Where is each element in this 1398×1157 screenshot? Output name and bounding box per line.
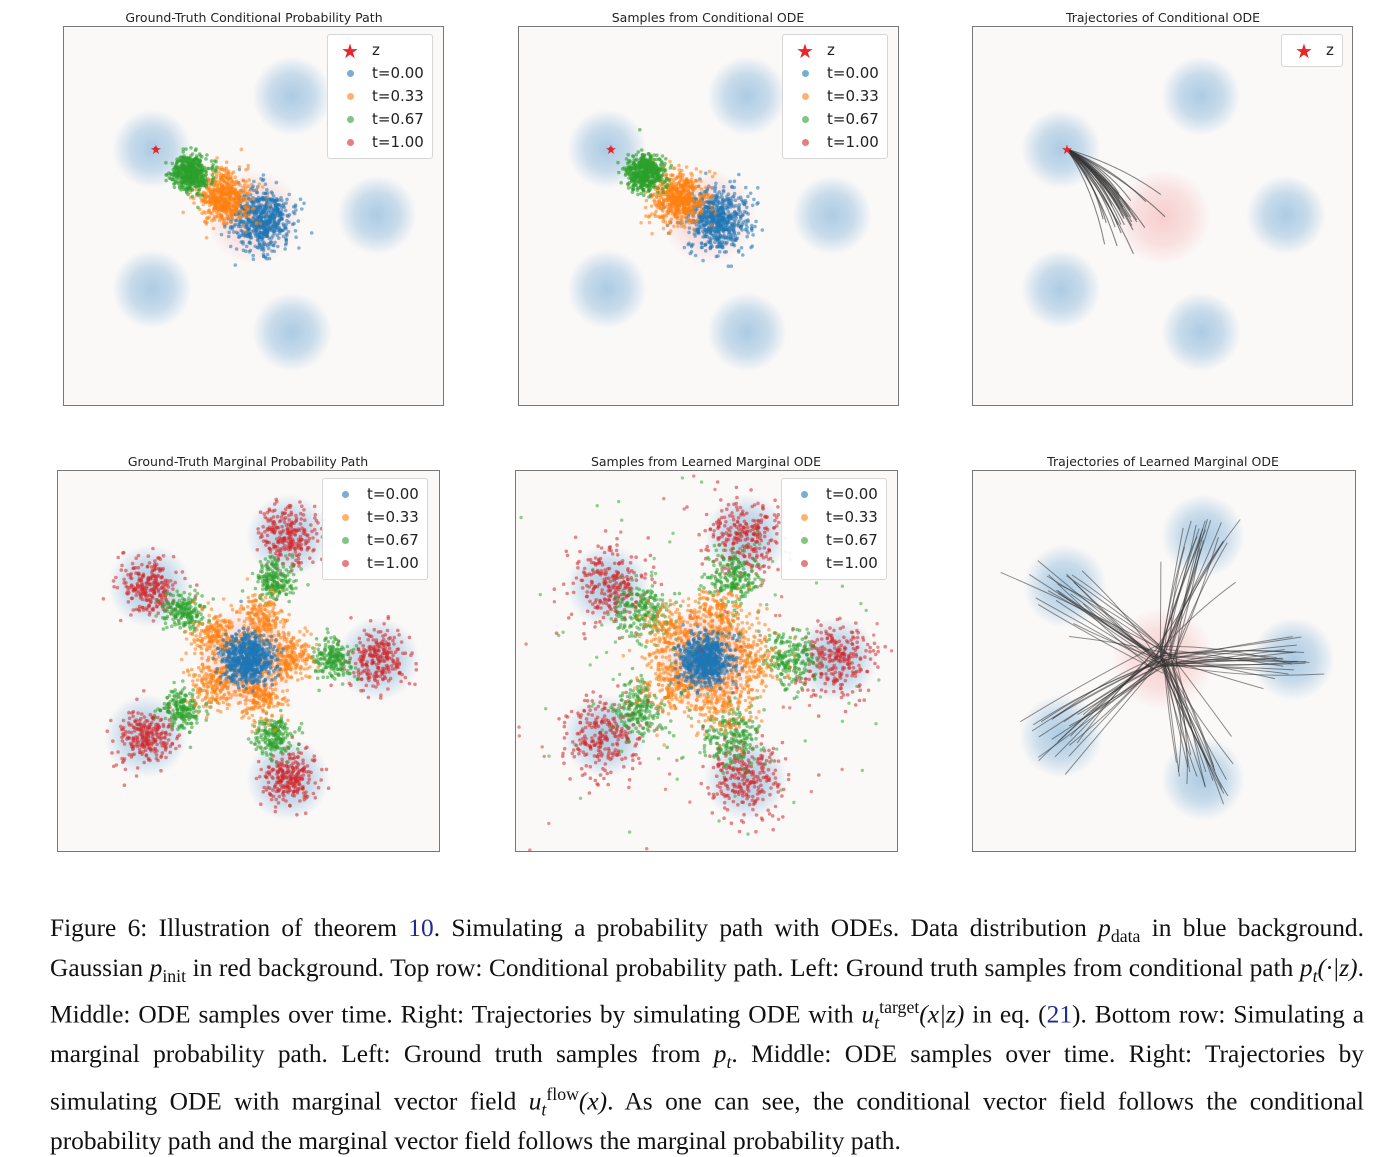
dot-icon	[347, 139, 354, 146]
figure-caption: Figure 6: Illustration of theorem 10. Si…	[50, 913, 1364, 1157]
data-distribution-blob	[1161, 56, 1241, 136]
dot-icon	[342, 537, 349, 544]
dot-icon	[342, 514, 349, 521]
legend-item-t0: t=0.00	[331, 483, 419, 506]
legend-item-t067: t=0.67	[331, 529, 419, 552]
data-distribution-blob	[707, 56, 787, 136]
figure-label: Figure 6:	[50, 914, 147, 942]
legend-item-t067: t=0.67	[790, 529, 878, 552]
legend-item-t1: t=1.00	[791, 131, 879, 154]
theorem-link[interactable]: 10	[408, 914, 433, 942]
legend: ★z t=0.00 t=0.33 t=0.67 t=1.00	[327, 34, 433, 159]
panel-title: Ground-Truth Marginal Probability Path	[128, 454, 368, 469]
data-distribution-blob	[112, 249, 192, 329]
dot-icon	[347, 116, 354, 123]
z-star-marker: ★	[1061, 143, 1073, 158]
star-icon: ★	[1295, 41, 1313, 61]
dot-icon	[802, 93, 809, 100]
equation-link[interactable]: 21	[1047, 1001, 1072, 1029]
dot-icon	[342, 560, 349, 567]
dot-icon	[801, 537, 808, 544]
legend-item-t1: t=1.00	[331, 552, 419, 575]
legend: ★z t=0.00 t=0.33 t=0.67 t=1.00	[782, 34, 888, 159]
legend-item-z: ★z	[336, 39, 424, 62]
plot-canvas	[973, 471, 1356, 852]
panel-title: Trajectories of Learned Marginal ODE	[1047, 454, 1279, 469]
data-distribution-blob	[337, 175, 417, 255]
dot-icon	[801, 560, 808, 567]
panel-title: Samples from Conditional ODE	[612, 10, 805, 25]
legend-item-t033: t=0.33	[791, 85, 879, 108]
plot-area	[972, 470, 1356, 852]
panel-title: Samples from Learned Marginal ODE	[591, 454, 821, 469]
star-icon: ★	[796, 41, 814, 61]
plot-area: t=0.00 t=0.33 t=0.67 t=1.00	[515, 470, 898, 852]
star-icon: ★	[341, 41, 359, 61]
plot-area: ★ ★z t=0.00 t=0.33 t=0.67 t=1.00	[63, 26, 444, 406]
plot-area: ★ ★z	[972, 26, 1353, 406]
legend-item-t067: t=0.67	[336, 108, 424, 131]
data-distribution-blob	[707, 292, 787, 372]
data-distribution-blob	[252, 56, 332, 136]
dot-icon	[801, 514, 808, 521]
legend-item-z: ★z	[1290, 39, 1334, 62]
data-distribution-blob	[1246, 175, 1326, 255]
data-distribution-blob	[1161, 292, 1241, 372]
dot-icon	[801, 491, 808, 498]
data-distribution-blob	[252, 292, 332, 372]
dot-icon	[802, 116, 809, 123]
dot-icon	[802, 139, 809, 146]
z-star-marker: ★	[150, 143, 162, 158]
data-distribution-blob	[792, 175, 872, 255]
dot-icon	[347, 93, 354, 100]
legend-item-t033: t=0.33	[336, 85, 424, 108]
plot-area: t=0.00 t=0.33 t=0.67 t=1.00	[57, 470, 440, 852]
plot-canvas: ★	[973, 27, 1353, 406]
plot-area: ★ ★z t=0.00 t=0.33 t=0.67 t=1.00	[518, 26, 899, 406]
legend-item-t067: t=0.67	[791, 108, 879, 131]
legend-item-t0: t=0.00	[791, 62, 879, 85]
legend: t=0.00 t=0.33 t=0.67 t=1.00	[781, 478, 887, 580]
legend-item-t033: t=0.33	[331, 506, 419, 529]
legend-item-t033: t=0.33	[790, 506, 878, 529]
legend-item-z: ★z	[791, 39, 879, 62]
legend-item-t1: t=1.00	[790, 552, 878, 575]
legend-item-t1: t=1.00	[336, 131, 424, 154]
dot-icon	[347, 70, 354, 77]
panel-title: Trajectories of Conditional ODE	[1066, 10, 1260, 25]
dot-icon	[342, 491, 349, 498]
legend: t=0.00 t=0.33 t=0.67 t=1.00	[322, 478, 428, 580]
legend-item-t0: t=0.00	[790, 483, 878, 506]
legend-item-t0: t=0.00	[336, 62, 424, 85]
legend: ★z	[1281, 34, 1343, 67]
dot-icon	[802, 70, 809, 77]
z-star-marker: ★	[605, 143, 617, 158]
data-distribution-blob	[567, 249, 647, 329]
panel-title: Ground-Truth Conditional Probability Pat…	[125, 10, 382, 25]
data-distribution-blob	[1021, 249, 1101, 329]
